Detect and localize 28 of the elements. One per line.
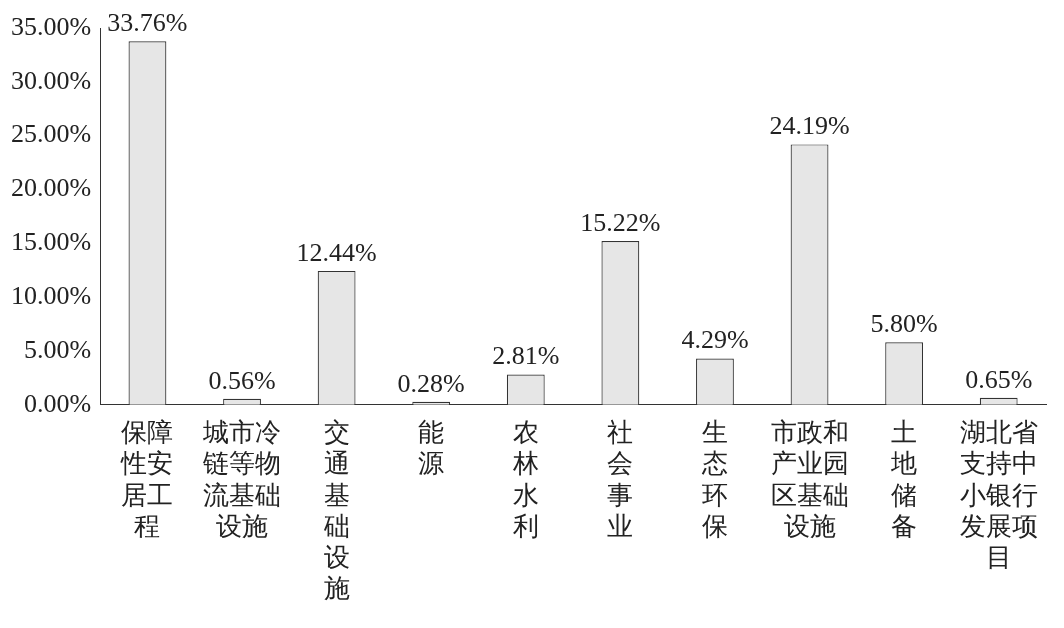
data-label: 2.81% xyxy=(492,341,560,371)
data-label: 5.80% xyxy=(870,309,938,339)
y-tick-label: 15.00% xyxy=(10,227,92,257)
data-label: 24.19% xyxy=(769,111,850,141)
data-label: 4.29% xyxy=(681,325,749,355)
x-tick-label: 能源 xyxy=(418,418,445,479)
x-tick-label: 市政和产业园区基础设施 xyxy=(770,418,849,541)
data-label: 12.44% xyxy=(296,237,377,267)
y-tick-label: 5.00% xyxy=(23,334,92,364)
y-tick-label: 20.00% xyxy=(10,173,92,203)
y-tick-label: 0.00% xyxy=(23,388,92,418)
y-tick-label: 35.00% xyxy=(10,11,92,41)
y-tick-label: 25.00% xyxy=(10,119,92,149)
data-label: 15.22% xyxy=(580,207,661,237)
y-tick-label: 30.00% xyxy=(10,65,92,95)
x-tick-label: 城市冷链等物流基础设施 xyxy=(202,418,282,541)
data-label: 0.28% xyxy=(397,368,465,398)
x-tick-label: 农林水利 xyxy=(511,418,539,541)
y-tick-label: 10.00% xyxy=(10,280,92,310)
x-tick-label: 交通基础设施 xyxy=(322,418,350,604)
data-label: 0.65% xyxy=(965,364,1033,394)
x-tick-label: 土地储备 xyxy=(890,418,918,541)
data-label: 33.76% xyxy=(107,8,188,38)
x-tick-label: 保障性安居工程 xyxy=(120,418,174,541)
x-tick-label: 湖北省支持中小银行发展项目 xyxy=(959,418,1038,573)
data-label: 0.56% xyxy=(208,365,276,395)
x-tick-label: 生态环保 xyxy=(700,418,728,541)
x-tick-label: 社会事业 xyxy=(607,418,634,541)
